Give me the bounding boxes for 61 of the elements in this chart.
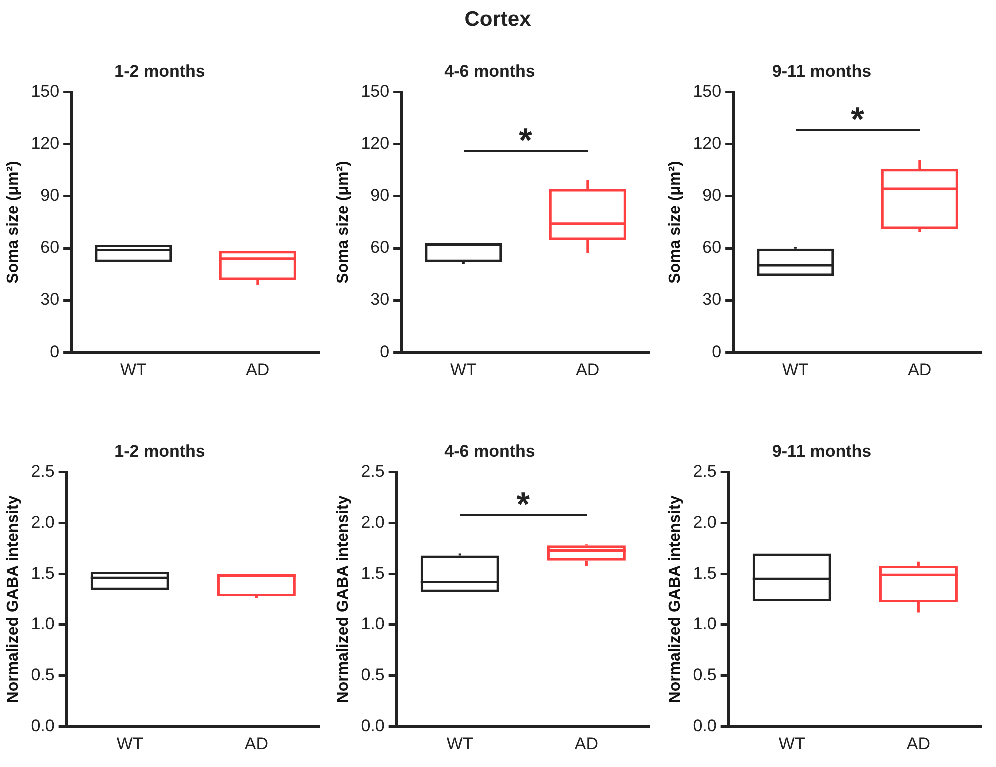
y-tick-label: 2.0 <box>693 512 717 532</box>
x-tick-label: AD <box>246 360 270 380</box>
y-tick-label: 120 <box>31 134 60 154</box>
y-tick-label: 2.5 <box>31 462 55 482</box>
text: Cortex <box>464 8 532 32</box>
x-tick-label: AD <box>576 360 600 380</box>
y-tick-label: 1.0 <box>361 614 385 634</box>
y-tick-label: 0 <box>712 342 722 362</box>
chart-title: 9-11 months <box>772 62 872 81</box>
x-tick-label: WT <box>116 734 144 754</box>
y-tick-label: 2.5 <box>361 462 385 482</box>
y-tick-label: 90 <box>370 186 390 206</box>
y-tick-label: 90 <box>702 186 722 206</box>
y-tick-label: 2.0 <box>31 512 55 532</box>
y-tick-label: 0.5 <box>361 665 385 684</box>
y-tick-label: 1.5 <box>31 564 55 583</box>
y-tick-label: 0.5 <box>693 665 717 684</box>
y-tick-label: 0.0 <box>31 716 55 736</box>
y-tick-label: 1.5 <box>361 564 385 583</box>
x-tick-label: WT <box>450 360 477 380</box>
y-tick-label: 1.0 <box>693 614 717 634</box>
y-axis-title: Soma size (μm²) <box>335 161 352 284</box>
x-tick-label: AD <box>908 360 932 380</box>
chart-title: 1-2 months <box>114 442 206 461</box>
y-axis-title: Soma size (μm²) <box>5 161 22 284</box>
y-tick-label: 30 <box>370 290 390 310</box>
y-tick-label: 120 <box>693 134 722 154</box>
y-tick-label: 90 <box>40 186 60 206</box>
x-tick-label: AD <box>244 734 269 754</box>
y-tick-label: 1.0 <box>31 614 55 634</box>
y-tick-label: 0.5 <box>31 665 55 684</box>
y-tick-label: 150 <box>693 82 722 102</box>
x-tick-label: WT <box>778 734 806 754</box>
y-axis-title: Normalized GABA intensity <box>667 496 684 704</box>
y-axis-title: Normalized GABA intensity <box>5 496 22 704</box>
y-axis-title: Normalized GABA intensity <box>335 496 352 704</box>
y-tick-label: 60 <box>702 238 722 258</box>
chart-title: 4-6 months <box>444 442 536 461</box>
y-tick-label: 60 <box>40 238 60 258</box>
y-tick-label: 1.5 <box>693 564 717 583</box>
y-tick-label: 2.0 <box>361 512 385 532</box>
y-tick-label: 0 <box>380 342 390 362</box>
chart-title: 9-11 months <box>772 442 872 461</box>
y-tick-label: 150 <box>31 82 60 102</box>
y-tick-label: 60 <box>370 238 390 258</box>
y-axis-title: Soma size (μm²) <box>667 161 684 284</box>
y-tick-label: 30 <box>702 290 722 310</box>
x-tick-label: WT <box>782 360 809 380</box>
y-tick-label: 2.5 <box>693 462 717 482</box>
chart-title: 4-6 months <box>444 62 536 81</box>
x-tick-label: AD <box>906 734 931 754</box>
y-tick-label: 0.0 <box>693 716 717 736</box>
y-tick-label: 0.0 <box>361 716 385 736</box>
x-tick-label: WT <box>120 360 147 380</box>
x-tick-label: WT <box>446 734 474 754</box>
y-tick-label: 120 <box>361 134 390 154</box>
y-tick-label: 30 <box>40 290 60 310</box>
chart-title: 1-2 months <box>114 62 206 81</box>
y-tick-label: 150 <box>361 82 390 102</box>
x-tick-label: AD <box>574 734 599 754</box>
y-tick-label: 0 <box>50 342 60 362</box>
